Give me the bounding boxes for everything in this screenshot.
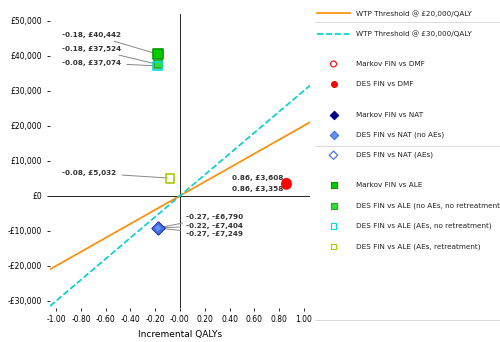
Text: 0.86, £3,608: 0.86, £3,608 <box>232 174 286 183</box>
Text: WTP Threshold @ £30,000/QALY: WTP Threshold @ £30,000/QALY <box>356 30 472 37</box>
Text: DES FIN vs ALE (no AEs, no retreatment): DES FIN vs ALE (no AEs, no retreatment) <box>356 202 500 209</box>
Text: -0.22, -£7,404: -0.22, -£7,404 <box>160 223 243 228</box>
Text: DES FIN vs DMF: DES FIN vs DMF <box>356 81 413 87</box>
Point <box>166 175 174 181</box>
Text: Markov FIN vs ALE: Markov FIN vs ALE <box>356 182 422 188</box>
Text: -0.18, £40,442: -0.18, £40,442 <box>62 32 155 53</box>
Point <box>154 225 162 231</box>
Text: DES FIN vs NAT (AEs): DES FIN vs NAT (AEs) <box>356 152 432 158</box>
Text: -0.18, £37,524: -0.18, £37,524 <box>62 46 155 64</box>
Point <box>154 63 162 69</box>
Text: -0.08, £5,032: -0.08, £5,032 <box>62 170 168 178</box>
Text: WTP Threshold @ £20,000/QALY: WTP Threshold @ £20,000/QALY <box>356 10 472 17</box>
Point <box>154 51 162 57</box>
Text: DES FIN vs ALE (AEs, no retreatment): DES FIN vs ALE (AEs, no retreatment) <box>356 223 492 229</box>
Text: DES FIN vs ALE (AEs, retreatment): DES FIN vs ALE (AEs, retreatment) <box>356 243 480 250</box>
Y-axis label: Incremental costs (£): Incremental costs (£) <box>0 113 2 209</box>
Text: Markov FIN vs DMF: Markov FIN vs DMF <box>356 61 424 67</box>
Text: -0.27, -£6,790: -0.27, -£6,790 <box>160 214 244 227</box>
Point <box>154 225 162 231</box>
Text: Markov FIN vs NAT: Markov FIN vs NAT <box>356 111 423 118</box>
Text: -0.08, £37,074: -0.08, £37,074 <box>62 60 155 66</box>
Point <box>282 180 290 186</box>
Point <box>154 62 162 67</box>
Text: 0.86, £3,358: 0.86, £3,358 <box>232 184 286 192</box>
Text: DES FIN vs NAT (no AEs): DES FIN vs NAT (no AEs) <box>356 132 444 138</box>
Point <box>282 181 290 187</box>
X-axis label: Incremental QALYs: Incremental QALYs <box>138 330 222 339</box>
Text: -0.27, -£7,249: -0.27, -£7,249 <box>160 228 243 237</box>
Point <box>154 225 162 231</box>
